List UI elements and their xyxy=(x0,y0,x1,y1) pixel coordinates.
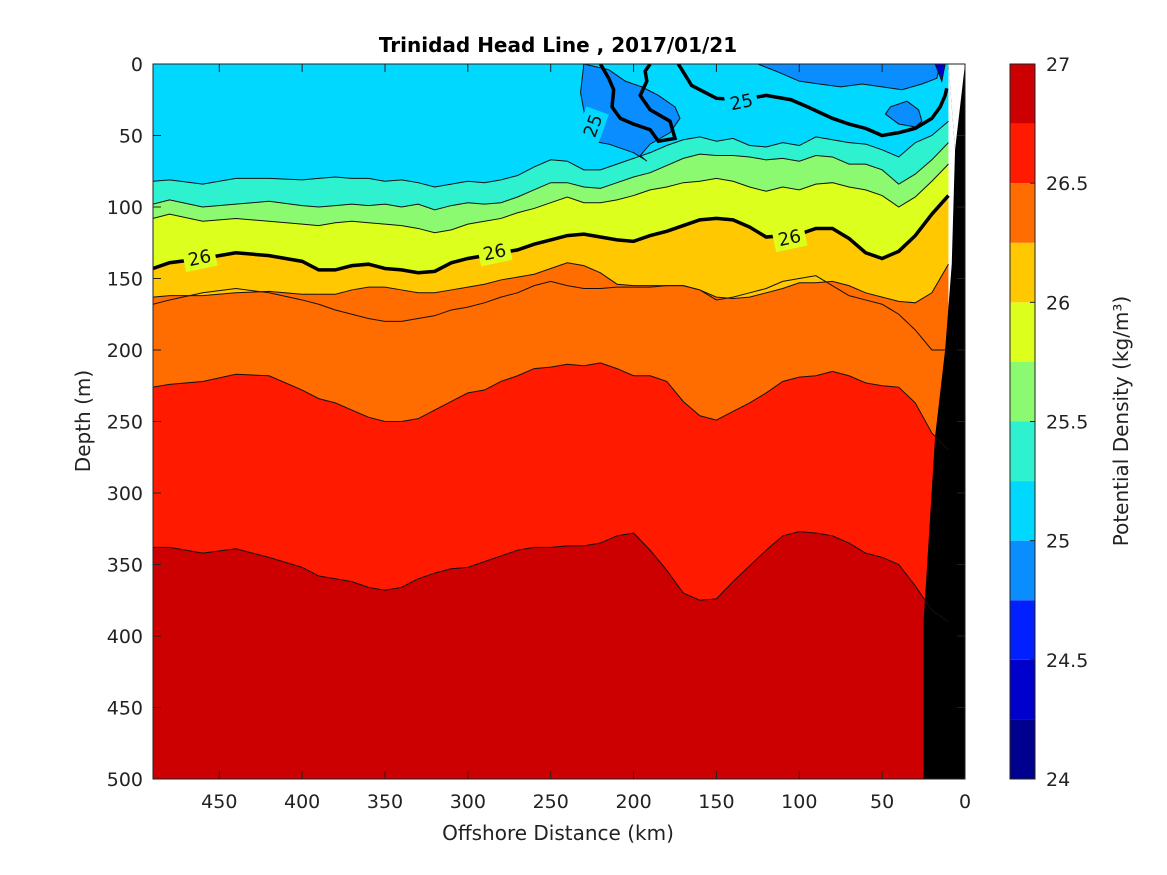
contour-label-bg xyxy=(723,86,760,117)
x-tick-label: 200 xyxy=(615,791,651,813)
contour-fills xyxy=(153,64,965,779)
contour-label: 26 xyxy=(776,226,803,251)
colorbar-tick-label: 26 xyxy=(1046,292,1070,314)
contour-label-bg xyxy=(181,241,218,273)
no-data-gap xyxy=(948,64,965,150)
y-axis-label: Depth (m) xyxy=(71,370,95,472)
colorbar-tick-label: 24.5 xyxy=(1046,650,1088,672)
y-ticks: 0 50 100 150 200 250 300 350 400 450 500 xyxy=(107,54,965,791)
seafloor-mask xyxy=(923,64,965,779)
chart-title: Trinidad Head Line , 2017/01/21 xyxy=(379,33,737,57)
colorbar: 24 24.5 25 25.5 26 26.5 27 xyxy=(1009,54,1088,791)
contour-line xyxy=(153,163,949,234)
y-tick-label: 100 xyxy=(107,197,143,219)
y-tick-label: 200 xyxy=(107,340,143,362)
band-25-25 xyxy=(153,121,949,210)
colorbar-tick-label: 26.5 xyxy=(1046,173,1088,195)
band-26-5 xyxy=(153,362,949,622)
colorbar-tick-label: 27 xyxy=(1046,54,1070,76)
y-tick-label: 150 xyxy=(107,269,143,291)
band-26-75 xyxy=(153,531,949,779)
colorbar-tick-label: 25 xyxy=(1046,531,1070,553)
contour-line xyxy=(153,531,949,623)
contour-label-bg xyxy=(476,236,513,267)
x-tick-label: 0 xyxy=(959,791,971,813)
colorbar-segment xyxy=(1010,123,1035,184)
colorbar-segment xyxy=(1010,659,1035,720)
colorbar-segment xyxy=(1010,540,1035,601)
colorbar-segment xyxy=(1010,361,1035,422)
band-26-25 xyxy=(153,262,949,451)
contour-line xyxy=(153,142,949,211)
x-tick-label: 150 xyxy=(698,791,734,813)
y-tick-label: 50 xyxy=(119,126,143,148)
contour-line-25 xyxy=(598,64,678,144)
y-tick-label: 300 xyxy=(107,483,143,505)
contour-label: 26 xyxy=(481,240,508,265)
low-density-patch xyxy=(757,64,941,91)
x-tick-label: 400 xyxy=(284,791,320,813)
contour-label: 25 xyxy=(728,90,755,115)
colorbar-segment xyxy=(1010,302,1035,362)
y-tick-label: 250 xyxy=(107,412,143,434)
x-tick-label: 50 xyxy=(870,791,894,813)
x-tick-label: 250 xyxy=(533,791,569,813)
colorbar-label: Potential Density (kg/m³) xyxy=(1109,296,1133,547)
colorbar-segment xyxy=(1010,242,1035,303)
y-tick-label: 500 xyxy=(107,769,143,791)
colorbar-tick-label: 24 xyxy=(1046,769,1070,791)
band-25-5 xyxy=(153,142,949,233)
x-tick-label: 100 xyxy=(781,791,817,813)
x-tick-label: 450 xyxy=(201,791,237,813)
colorbar-segment xyxy=(1010,481,1035,541)
contour-lines xyxy=(153,64,950,623)
contour-label-bg xyxy=(771,221,808,253)
contour-line xyxy=(153,275,949,351)
contour-line xyxy=(153,362,949,451)
contour-line xyxy=(153,120,949,188)
y-tick-label: 0 xyxy=(131,54,143,76)
colorbar-tick-label: 25.5 xyxy=(1046,412,1088,434)
x-tick-label: 300 xyxy=(450,791,486,813)
y-tick-label: 350 xyxy=(107,555,143,577)
contour-label: 26 xyxy=(186,246,213,271)
y-tick-label: 400 xyxy=(107,626,143,648)
low-density-patch xyxy=(934,64,946,83)
x-axis-label: Offshore Distance (km) xyxy=(442,821,674,845)
contour-line-26 xyxy=(153,194,950,275)
low-density-patch xyxy=(884,100,923,128)
colorbar-segment xyxy=(1010,421,1035,482)
colorbar-segment xyxy=(1010,64,1035,124)
colorbar-segment xyxy=(1010,183,1035,243)
y-tick-label: 450 xyxy=(107,698,143,720)
band-25-75 xyxy=(153,164,949,273)
x-ticks: 450 400 350 300 250 200 150 100 50 0 xyxy=(201,64,971,813)
colorbar-segment xyxy=(1010,719,1035,779)
x-tick-label: 350 xyxy=(367,791,403,813)
contour-label-bg xyxy=(575,106,609,145)
colorbar-segment xyxy=(1010,600,1035,660)
band-26-0 xyxy=(153,195,949,303)
